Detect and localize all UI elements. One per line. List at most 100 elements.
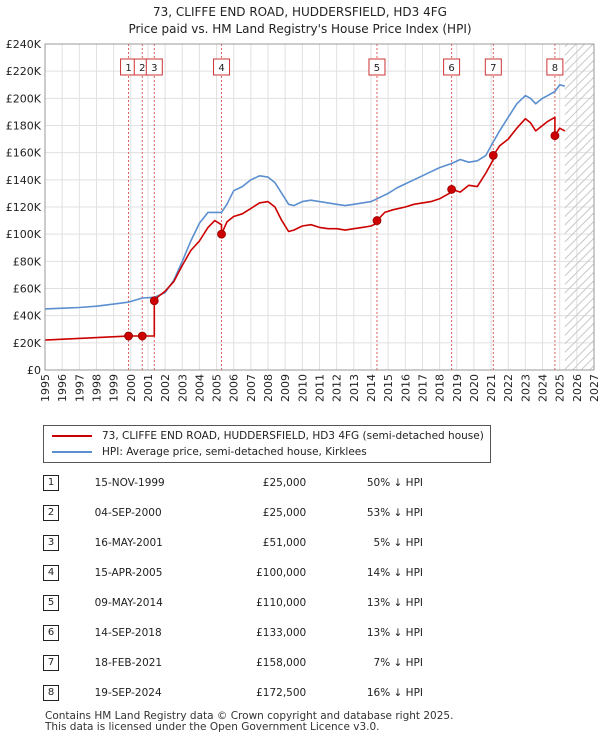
x-tick-label: 2022 xyxy=(502,374,515,402)
sale-marker-label: 6 xyxy=(448,63,454,74)
x-tick-label: 1997 xyxy=(73,374,86,402)
sales-table: 1 15-NOV-1999 £25,000 50% ↓ HPI 2 04-SEP… xyxy=(43,468,443,708)
chart-title: 73, CLIFFE END ROAD, HUDDERSFIELD, HD3 4… xyxy=(0,4,600,38)
x-tick-label: 1999 xyxy=(108,374,121,402)
sale-price: £133,000 xyxy=(256,627,307,639)
y-tick-label: £60K xyxy=(13,283,42,296)
sale-number-badge: 3 xyxy=(43,535,59,551)
y-tick-label: £20K xyxy=(13,337,42,350)
x-tick-label: 2011 xyxy=(314,374,327,402)
sale-price: £51,000 xyxy=(262,537,307,549)
sale-hpi-diff: 16% ↓ HPI xyxy=(366,687,423,699)
sale-marker-label: 2 xyxy=(139,63,145,74)
property-price-line xyxy=(45,116,566,341)
x-tick-label: 2012 xyxy=(331,374,344,402)
sale-marker-box xyxy=(443,58,461,76)
sale-hpi-diff: 14% ↓ HPI xyxy=(366,567,423,579)
x-tick-label: 1995 xyxy=(39,374,52,402)
y-tick-label: £240K xyxy=(6,38,42,51)
sale-point xyxy=(488,150,498,160)
x-tick-label: 2015 xyxy=(382,374,395,402)
sale-price: £172,500 xyxy=(256,687,307,699)
legend-swatch-property xyxy=(52,435,92,437)
sale-number-badge: 7 xyxy=(43,655,59,671)
legend-label-property: 73, CLIFFE END ROAD, HUDDERSFIELD, HD3 4… xyxy=(102,430,484,442)
x-tick-label: 2010 xyxy=(296,374,309,402)
sale-number-badge: 5 xyxy=(43,595,59,611)
sale-number-badge: 4 xyxy=(43,565,59,581)
table-row: 4 15-APR-2005 £100,000 14% ↓ HPI xyxy=(43,558,443,588)
x-tick-label: 2009 xyxy=(279,374,292,402)
sale-marker-label: 3 xyxy=(151,63,157,74)
sale-date: 14-SEP-2018 xyxy=(94,627,162,639)
forecast-hatch-band xyxy=(564,44,594,370)
y-tick-label: £120K xyxy=(6,201,42,214)
table-row: 3 16-MAY-2001 £51,000 5% ↓ HPI xyxy=(43,528,443,558)
x-tick-label: 2000 xyxy=(125,374,138,402)
sale-price: £25,000 xyxy=(262,477,307,489)
y-tick-label: £220K xyxy=(6,65,42,78)
sale-date: 04-SEP-2000 xyxy=(94,507,162,519)
sale-hpi-diff: 53% ↓ HPI xyxy=(366,507,423,519)
legend-item-property: 73, CLIFFE END ROAD, HUDDERSFIELD, HD3 4… xyxy=(52,428,484,444)
sale-date: 15-APR-2005 xyxy=(94,567,163,579)
x-tick-label: 2017 xyxy=(416,374,429,402)
x-tick-label: 2021 xyxy=(485,374,498,402)
y-tick-label: £80K xyxy=(13,255,42,268)
sale-date: 19-SEP-2024 xyxy=(94,687,162,699)
sale-date: 09-MAY-2014 xyxy=(94,597,163,609)
sale-hpi-diff: 50% ↓ HPI xyxy=(366,477,423,489)
table-row: 8 19-SEP-2024 £172,500 16% ↓ HPI xyxy=(43,678,443,708)
sale-date: 16-MAY-2001 xyxy=(94,537,163,549)
x-tick-label: 2027 xyxy=(588,374,600,402)
sale-marker-label: 5 xyxy=(374,63,380,74)
plot-frame xyxy=(44,43,595,371)
x-tick-label: 2002 xyxy=(159,374,172,402)
y-tick-label: £200K xyxy=(6,92,42,105)
x-tick-label: 2024 xyxy=(537,374,550,402)
sale-hpi-diff: 13% ↓ HPI xyxy=(366,627,423,639)
sale-marker-label: 1 xyxy=(125,63,131,74)
x-tick-label: 2008 xyxy=(262,374,275,402)
sale-hpi-diff: 7% ↓ HPI xyxy=(373,657,423,669)
sale-hpi-diff: 13% ↓ HPI xyxy=(366,597,423,609)
sale-price: £25,000 xyxy=(262,507,307,519)
sale-marker-box xyxy=(484,58,502,76)
x-tick-label: 2003 xyxy=(176,374,189,402)
table-row: 1 15-NOV-1999 £25,000 50% ↓ HPI xyxy=(43,468,443,498)
y-tick-label: £180K xyxy=(6,120,42,133)
y-tick-label: £140K xyxy=(6,174,42,187)
table-row: 2 04-SEP-2000 £25,000 53% ↓ HPI xyxy=(43,498,443,528)
x-tick-label: 1996 xyxy=(56,374,69,402)
x-tick-label: 1998 xyxy=(90,374,103,402)
x-tick-label: 2020 xyxy=(468,374,481,402)
footer-line1: Contains HM Land Registry data © Crown c… xyxy=(45,710,454,722)
legend: 73, CLIFFE END ROAD, HUDDERSFIELD, HD3 4… xyxy=(43,425,491,463)
table-row: 7 18-FEB-2021 £158,000 7% ↓ HPI xyxy=(43,648,443,678)
legend-item-hpi: HPI: Average price, semi-detached house,… xyxy=(52,444,367,460)
sale-date: 18-FEB-2021 xyxy=(94,657,163,669)
sale-marker-box xyxy=(368,58,386,76)
sale-point xyxy=(124,331,133,341)
sale-marker-label: 4 xyxy=(218,63,224,74)
legend-label-hpi: HPI: Average price, semi-detached house,… xyxy=(102,446,367,458)
x-tick-label: 2013 xyxy=(348,374,361,402)
sale-price: £100,000 xyxy=(256,567,307,579)
x-tick-label: 2006 xyxy=(228,374,241,402)
sale-point xyxy=(149,296,159,306)
y-tick-label: £40K xyxy=(13,310,42,323)
sale-marker-label: 7 xyxy=(490,63,496,74)
y-tick-label: £0 xyxy=(27,364,41,377)
x-tick-label: 2004 xyxy=(193,374,206,402)
legend-swatch-hpi xyxy=(52,451,92,453)
chart-title-line2: Price paid vs. HM Land Registry's House … xyxy=(128,22,472,36)
sale-marker-box xyxy=(213,58,231,76)
y-tick-label: £160K xyxy=(6,147,42,160)
sale-number-badge: 1 xyxy=(43,475,59,491)
footer-attribution: Contains HM Land Registry data © Crown c… xyxy=(45,711,453,733)
table-row: 6 14-SEP-2018 £133,000 13% ↓ HPI xyxy=(43,618,443,648)
x-tick-label: 2005 xyxy=(211,374,224,402)
x-tick-label: 2026 xyxy=(571,374,584,402)
x-tick-label: 2007 xyxy=(245,374,258,402)
